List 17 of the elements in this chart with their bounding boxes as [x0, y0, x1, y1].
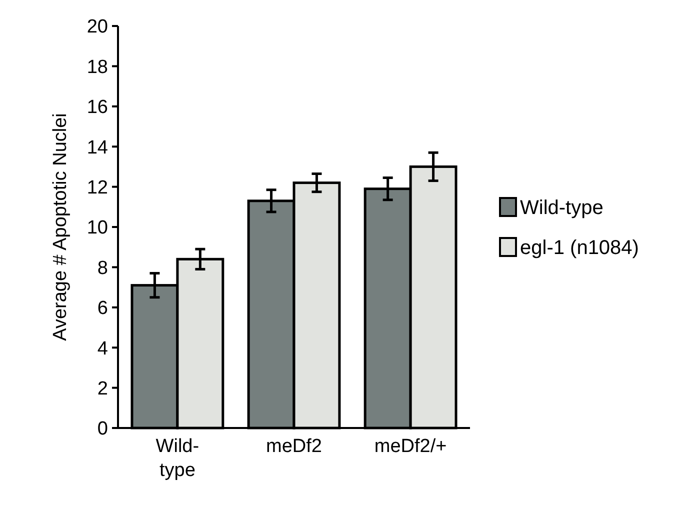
y-tick-label: 6 [97, 298, 108, 320]
y-tick-label: 4 [97, 338, 108, 360]
y-tick-label: 16 [86, 97, 108, 118]
legend-label: Wild-type [520, 197, 604, 219]
y-tick-label: 20 [86, 16, 108, 38]
y-tick-label: 18 [86, 56, 108, 78]
x-tick-label: meDf2 [266, 436, 322, 457]
y-tick-label: 0 [97, 418, 108, 440]
legend-label: egl-1 (n1084) [520, 237, 639, 259]
y-tick-label: 2 [97, 378, 108, 400]
x-tick-label: meDf2/+ [374, 436, 447, 457]
y-tick-label: 8 [97, 258, 108, 279]
x-tick-label: Wild-type [156, 436, 200, 481]
y-axis-title: Average # Apoptotic Nuclei [50, 113, 71, 341]
y-tick-label: 12 [86, 177, 108, 198]
y-tick-label: 14 [86, 137, 108, 158]
y-tick-label: 10 [86, 218, 108, 239]
